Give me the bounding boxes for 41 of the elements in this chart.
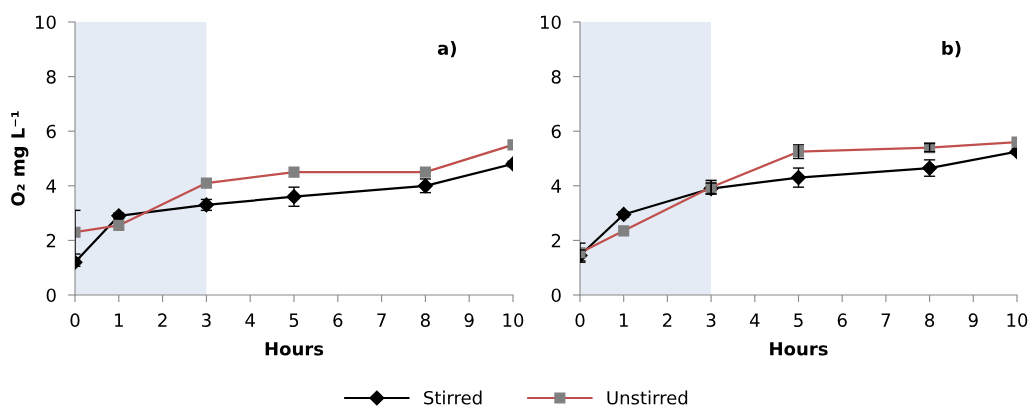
y-tick-label: 10 bbox=[35, 15, 56, 30]
annotation: b) bbox=[942, 41, 961, 58]
x-tick-label: 0 bbox=[575, 313, 585, 328]
x-tick-label: 7 bbox=[377, 313, 386, 327]
x-tick-label: 4 bbox=[749, 313, 760, 327]
x-tick-label: 2 bbox=[158, 313, 167, 327]
y-tick-label: 10 bbox=[540, 15, 561, 30]
x-tick-label: 5 bbox=[289, 313, 299, 328]
x-tick-label: 0 bbox=[70, 313, 80, 328]
y-tick-label: 2 bbox=[46, 233, 56, 248]
y-tick-label: 4 bbox=[46, 179, 56, 193]
x-tick-label: 4 bbox=[245, 313, 255, 327]
y-tick-label: 6 bbox=[551, 124, 561, 139]
x-tick-label: 7 bbox=[881, 313, 891, 327]
x-tick-label: 3 bbox=[706, 313, 716, 328]
y-tick-label: 0 bbox=[46, 288, 56, 303]
y-tick-label: 8 bbox=[551, 70, 561, 84]
annotation: a) bbox=[437, 41, 456, 58]
y-tick-label: 2 bbox=[551, 233, 561, 248]
x-tick-label: 9 bbox=[464, 313, 474, 328]
y-tick-label: 8 bbox=[46, 70, 56, 84]
x-tick-label: 10 bbox=[503, 313, 524, 328]
x-axis-title: Hours bbox=[770, 342, 828, 356]
y-tick-label: 6 bbox=[46, 124, 56, 139]
y-tick-label: 0 bbox=[551, 288, 561, 303]
x-tick-label: 2 bbox=[662, 313, 672, 327]
x-tick-label: 8 bbox=[420, 313, 430, 328]
x-tick-label: 1 bbox=[619, 313, 628, 327]
x-tick-label: 8 bbox=[925, 313, 935, 328]
x-tick-label: 6 bbox=[837, 313, 847, 328]
x-tick-label: 5 bbox=[794, 313, 803, 328]
x-tick-label: 3 bbox=[202, 313, 211, 328]
y-axis-title: O₂ mg L⁻¹ bbox=[11, 111, 29, 206]
x-tick-label: 6 bbox=[333, 313, 343, 328]
x-tick-label: 1 bbox=[115, 313, 123, 327]
x-tick-label: 9 bbox=[968, 313, 978, 328]
y-tick-label: 4 bbox=[551, 179, 561, 193]
legend-label: Unstirred bbox=[607, 390, 688, 405]
legend-label: Stirred bbox=[424, 390, 482, 405]
x-axis-title: Hours bbox=[265, 342, 324, 356]
x-tick-label: 10 bbox=[1007, 313, 1028, 328]
